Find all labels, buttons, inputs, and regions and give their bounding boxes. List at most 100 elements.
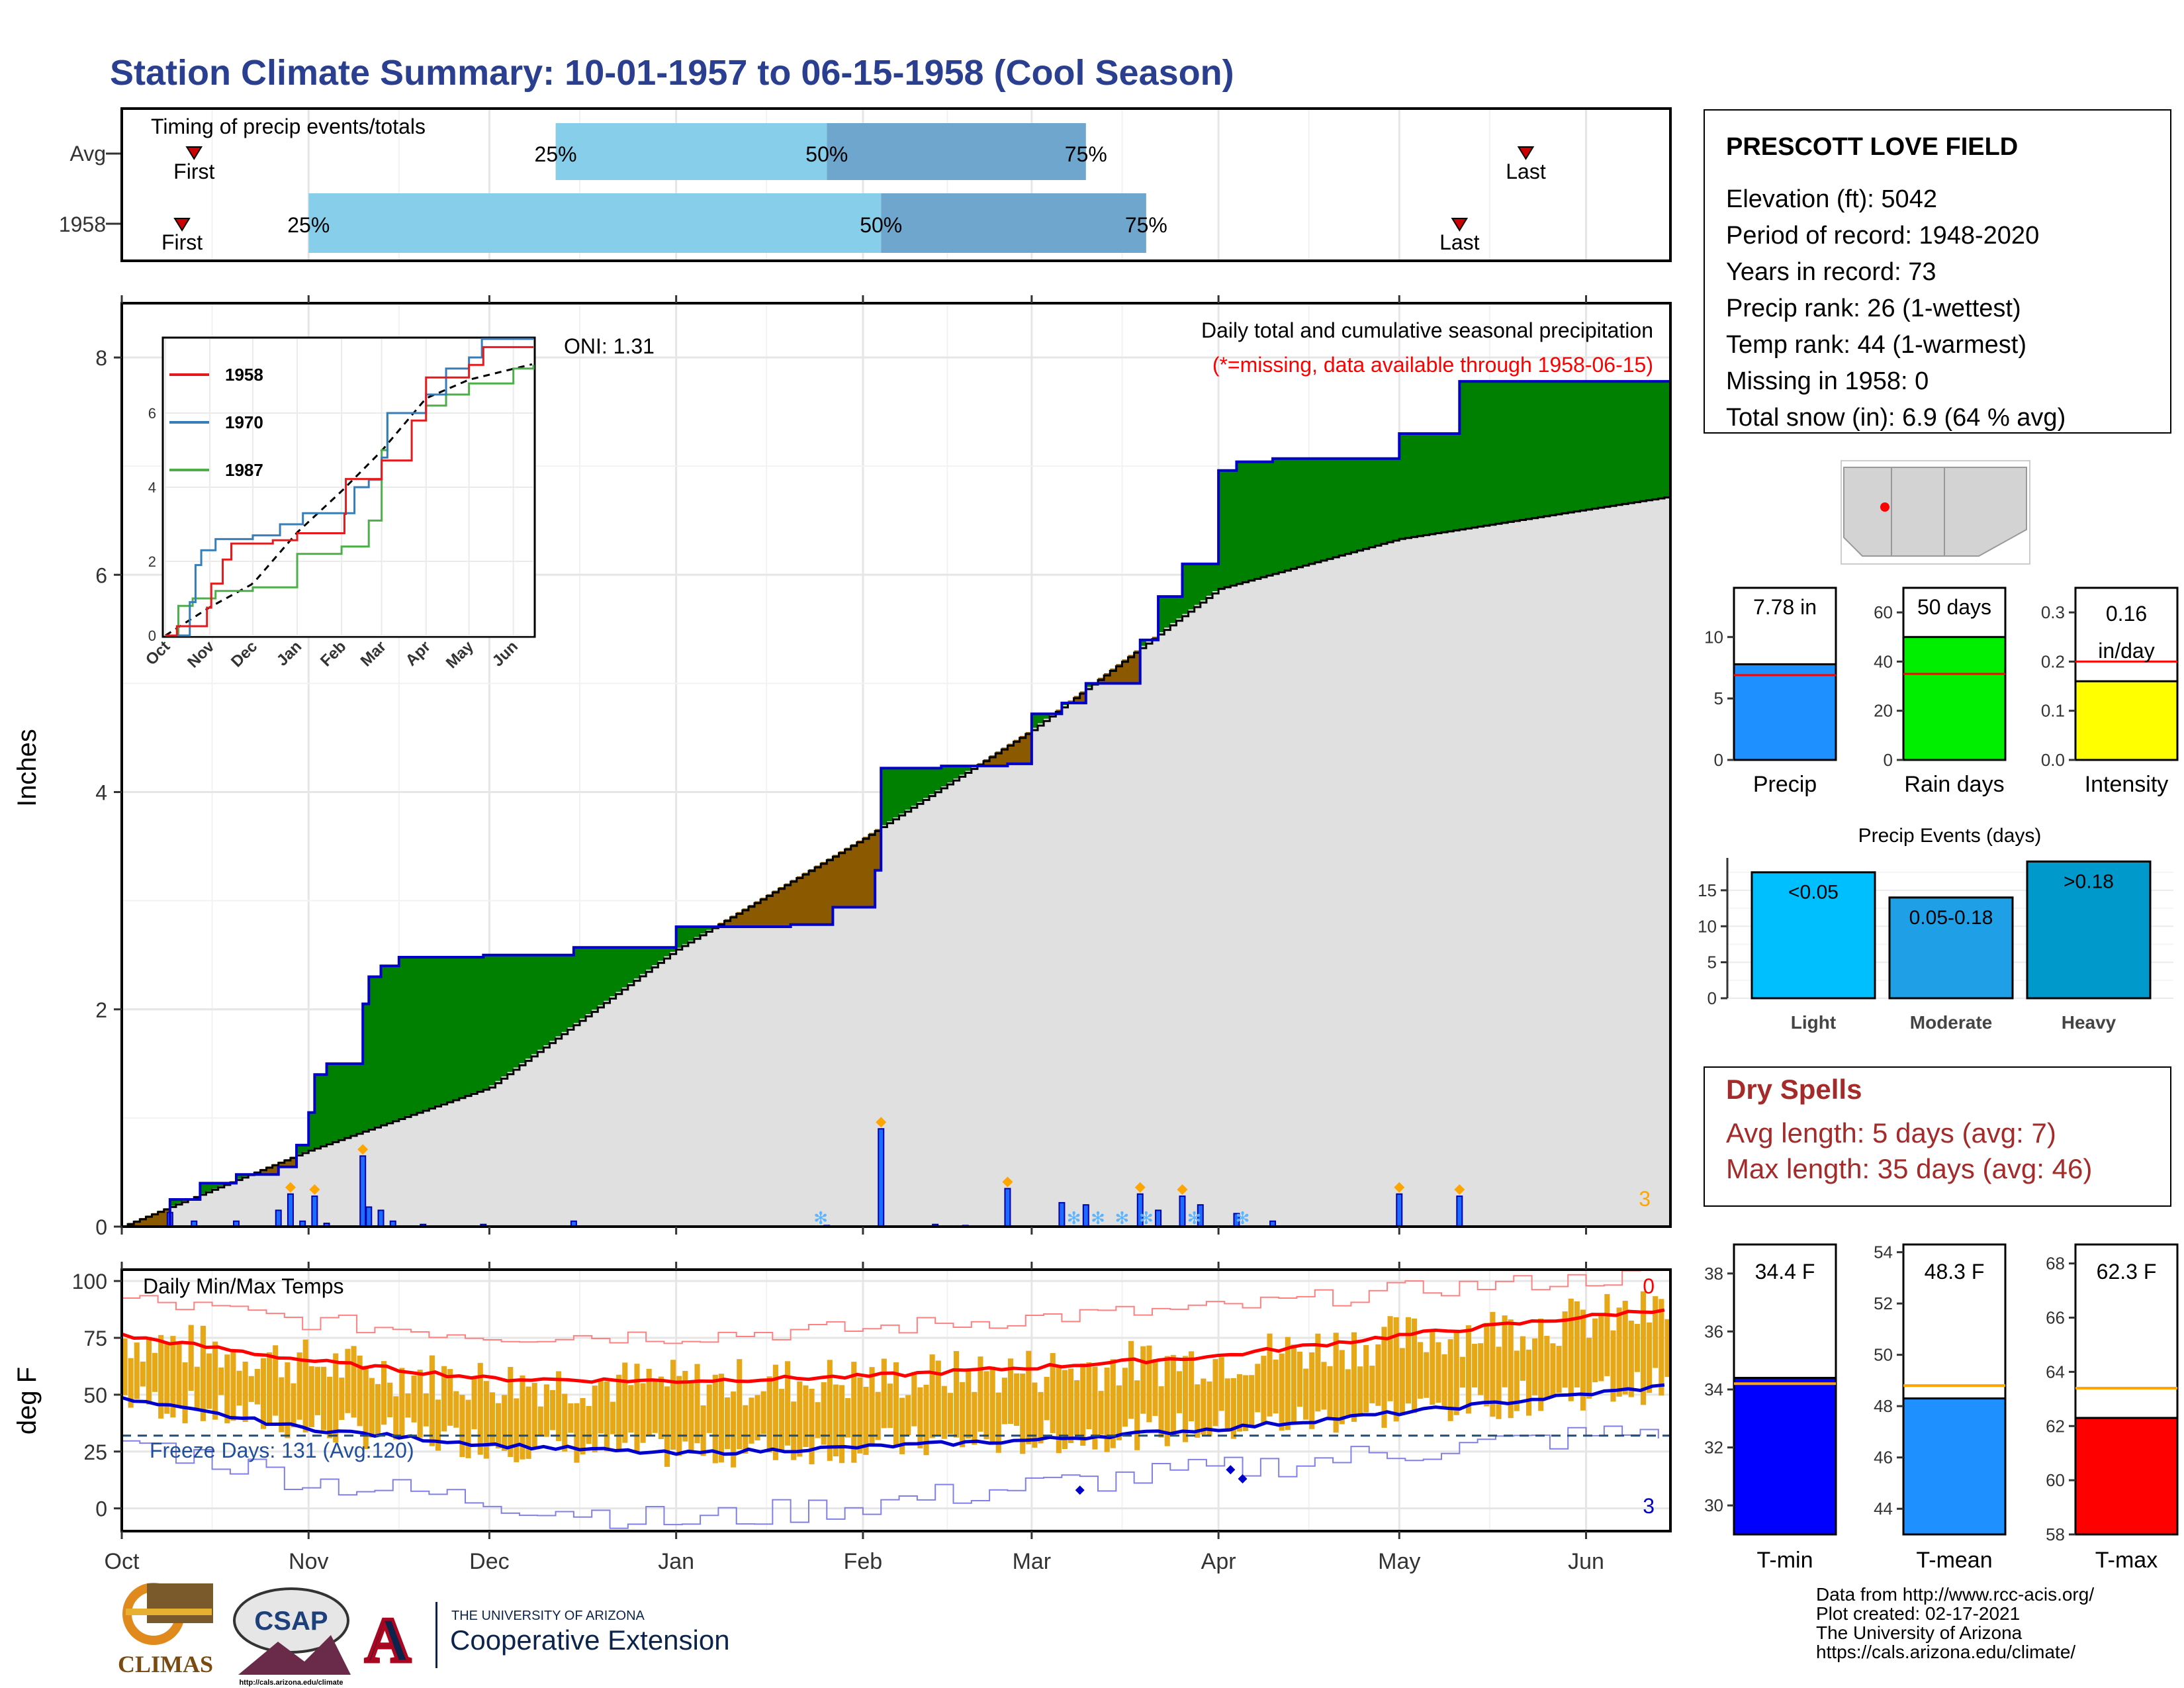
texas-shape [1944, 467, 2027, 557]
temp-ytick-label: 25 [83, 1440, 107, 1464]
daily-temp-bar [634, 1364, 640, 1454]
surplus-area [543, 955, 551, 1046]
avg-cumulative-area [784, 927, 792, 1227]
daily-temp-bar [785, 1361, 791, 1446]
snow-icon: ✻ [813, 1208, 828, 1228]
avg-cumulative-area [398, 1117, 406, 1227]
surplus-area [398, 957, 406, 1118]
surplus-area [627, 947, 635, 983]
daily-temp-bar [525, 1386, 531, 1459]
inset-series-1970 [165, 338, 533, 637]
surplus-area [1592, 381, 1599, 508]
avg-cumulative-area [971, 767, 978, 1227]
avg-cumulative-area [381, 1124, 388, 1227]
daily-temp-bar [549, 1390, 556, 1430]
daily-temp-bar [1640, 1291, 1647, 1405]
avg-cumulative-area [850, 907, 858, 1227]
tmin-summary-tick-label: 36 [1704, 1321, 1723, 1341]
surplus-area [369, 976, 376, 1129]
daily-temp-bar [731, 1391, 737, 1468]
deficit-area [778, 887, 786, 927]
avg-cumulative-area [995, 766, 1002, 1227]
avg-cumulative-area [1640, 500, 1647, 1227]
inset-series-1958 [165, 346, 533, 637]
avg-cumulative-area [1134, 683, 1141, 1227]
daily-temp-bar [1381, 1327, 1387, 1428]
avg-cumulative-area [1104, 683, 1111, 1227]
daily-temp-bar [1195, 1384, 1201, 1438]
avg-cumulative-area [549, 1041, 557, 1227]
credit-line: https://cals.arizona.edu/climate/ [1816, 1642, 2075, 1662]
daily-temp-bar [960, 1382, 966, 1448]
events-tick-label: 15 [1698, 880, 1717, 900]
avg-cumulative-area [724, 927, 731, 1227]
daily-temp-bar [411, 1376, 417, 1423]
x-tick-label: Nov [289, 1549, 328, 1574]
daily-temp-bar [1574, 1301, 1580, 1387]
avg-cumulative-area [911, 806, 918, 1227]
daily-temp-bar [1140, 1346, 1146, 1414]
year-p75-label: 75% [1125, 213, 1167, 237]
avg-cumulative-area [1459, 529, 1467, 1227]
daily-temp-bar [760, 1391, 766, 1434]
tmean-summary-tick-label: 46 [1874, 1448, 1893, 1468]
surplus-area [1477, 381, 1484, 526]
avg-cumulative-area [212, 1188, 219, 1227]
avg-cumulative-area [1489, 524, 1496, 1227]
daily-temp-bar [279, 1377, 285, 1432]
avg-cumulative-area [531, 1054, 538, 1227]
avg-cumulative-area [1423, 534, 1430, 1227]
station-info-line: Temp rank: 44 (1-warmest) [1726, 331, 2026, 359]
snow-icon: ✻ [1067, 1208, 1081, 1228]
daily-temp-bar [351, 1346, 357, 1418]
avg-cumulative-area [326, 1143, 334, 1227]
daily-temp-bar [1502, 1315, 1508, 1387]
daily-temp-bar [911, 1372, 917, 1427]
daily-temp-bar [375, 1383, 381, 1437]
surplus-area [1218, 470, 1225, 588]
avg-cumulative-area [760, 927, 767, 1227]
surplus-area [947, 766, 954, 783]
ua-small-text: THE UNIVERSITY OF ARIZONA [451, 1609, 645, 1623]
avg-cumulative-area [1520, 519, 1527, 1227]
avg-cumulative-area [1543, 516, 1551, 1227]
daily-temp-bar [694, 1364, 700, 1444]
avg-cumulative-area [1242, 581, 1250, 1227]
daily-temp-bar [218, 1367, 224, 1395]
surplus-area [1369, 458, 1376, 547]
precip-ylabel: Inches [13, 729, 42, 807]
daily-temp-bar [1014, 1373, 1020, 1426]
surplus-area [610, 947, 617, 997]
daily-temp-bar [1158, 1386, 1164, 1438]
surplus-area [326, 1063, 334, 1144]
precip-ytick-label: 2 [95, 998, 107, 1022]
record-low-marker-icon [1238, 1474, 1248, 1483]
surplus-area [1502, 381, 1508, 523]
surplus-area [1562, 381, 1569, 513]
daily-temp-bar [308, 1366, 314, 1427]
precip-summary-bar [1733, 663, 1837, 761]
intensity-summary-bar [2074, 680, 2179, 761]
surplus-area [212, 1183, 219, 1189]
avg-cumulative-area [1152, 639, 1159, 1227]
surplus-area [1381, 458, 1388, 543]
events-bar-label: <0.05 [1788, 882, 1839, 904]
daily-temp-bar [743, 1405, 749, 1454]
surplus-area [332, 1063, 340, 1141]
daily-precip-bar [1456, 1196, 1463, 1228]
climas-stripe-icon [126, 1609, 212, 1615]
avg-cumulative-area [1592, 508, 1599, 1227]
avg-cumulative-area [935, 790, 942, 1227]
surplus-area [218, 1183, 225, 1186]
avg-cumulative-area [1664, 496, 1671, 1227]
daily-temp-bar [791, 1401, 797, 1460]
deficit-area [158, 1210, 165, 1227]
avg-cumulative-area [833, 907, 840, 1227]
rain-days-summary-tick-label: 40 [1874, 651, 1893, 671]
surplus-area [411, 957, 418, 1114]
tmin-summary-tick-label: 38 [1704, 1264, 1723, 1284]
daily-temp-bar [700, 1405, 706, 1456]
tmean-summary-tick-label: 44 [1874, 1499, 1893, 1519]
heavy-event-marker-icon [285, 1182, 296, 1193]
avg-cumulative-area [537, 1049, 544, 1227]
